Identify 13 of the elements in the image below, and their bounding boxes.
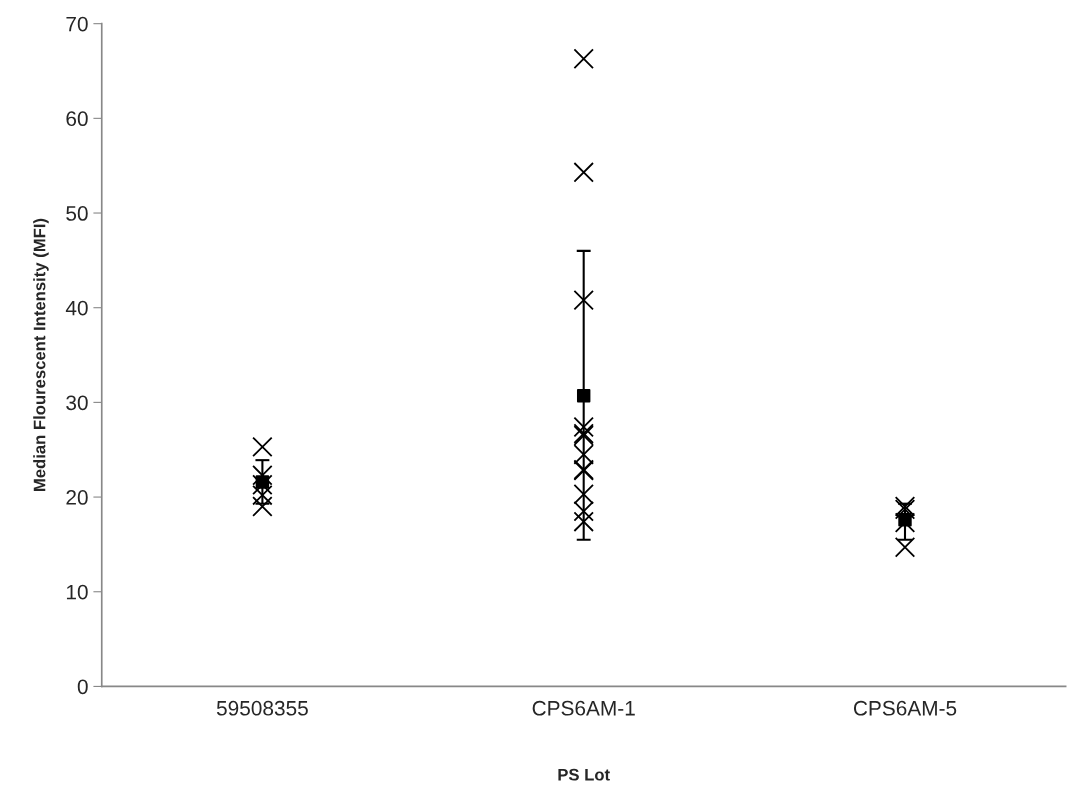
y-axis-title: Median Flourescent Intensity (MFI): [33, 218, 49, 491]
y-tick-label: 40: [65, 300, 88, 316]
y-tick-label: 0: [77, 679, 88, 695]
y-tick-label: 70: [66, 16, 88, 32]
y-tick-label: 10: [66, 584, 88, 600]
y-tick-label: 20: [66, 490, 88, 505]
y-tick-label: 60: [66, 111, 88, 127]
x-tick-label: CPS6AM-1: [532, 700, 635, 716]
x-axis-title: PS Lot: [558, 768, 610, 781]
y-tick-label: 50: [66, 206, 88, 221]
x-tick-label: 59508355: [216, 700, 308, 716]
y-tick-label: 30: [66, 395, 88, 411]
x-tick-label: CPS6AM-5: [853, 700, 957, 716]
